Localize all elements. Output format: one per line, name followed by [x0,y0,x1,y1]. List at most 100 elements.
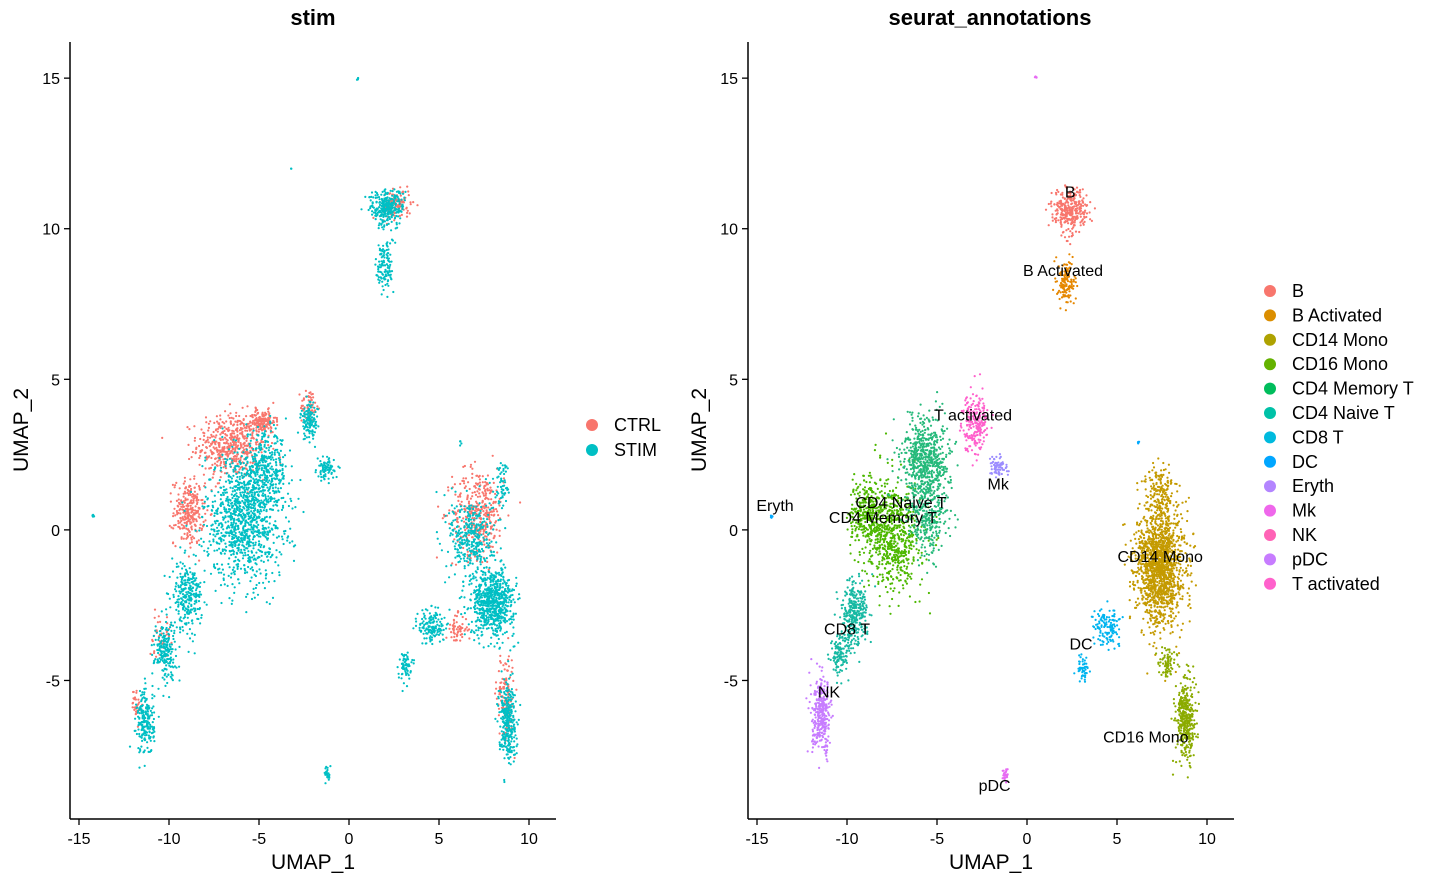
point [467,564,470,567]
point [225,434,228,437]
point [244,529,247,532]
point [472,544,475,547]
point [230,416,233,419]
point [476,557,479,560]
point [188,502,191,505]
point [335,475,338,479]
point [282,496,285,499]
point [272,458,275,461]
point [483,566,486,570]
point [205,524,209,528]
point [184,581,187,584]
point [153,730,156,733]
point [286,539,289,542]
point [222,493,225,496]
point [260,451,263,454]
point [261,494,264,497]
point [172,527,175,530]
point [172,661,175,664]
point [464,541,467,544]
point [449,532,452,535]
point [186,520,189,524]
point [252,587,255,591]
point [186,616,189,619]
point [263,420,266,424]
point [327,482,330,485]
point [475,474,478,477]
point [256,434,259,437]
point [183,532,186,536]
point [458,503,462,506]
point [260,468,263,471]
point [181,625,184,629]
point [263,545,266,548]
point [193,573,196,577]
point [174,654,178,658]
point [213,462,217,465]
point [222,460,226,464]
point [489,520,492,523]
point [511,593,514,597]
point [263,587,266,590]
point [221,453,224,456]
point [259,479,262,482]
point [190,608,194,611]
point [276,527,279,530]
point [462,553,465,556]
point [502,477,506,480]
point [406,185,409,188]
point [228,452,231,455]
point [302,425,305,428]
point [266,471,269,474]
point [178,665,181,668]
point [211,500,214,503]
point [245,486,248,489]
point [246,405,249,408]
point [453,538,456,541]
point [258,447,261,450]
point [326,455,329,458]
point [140,736,143,739]
point [268,479,271,482]
point [131,701,135,705]
point [246,461,249,464]
point [475,600,478,603]
point [179,585,182,589]
point [166,647,169,650]
point [315,424,318,427]
point [269,416,272,419]
point [467,534,471,537]
point [224,531,227,534]
point [474,486,477,489]
point [503,683,507,686]
point [229,475,232,478]
point [187,516,190,519]
point [478,528,481,531]
point [246,452,249,455]
point [271,468,275,471]
point [180,580,183,584]
point [230,542,233,545]
point [252,547,255,550]
point [259,531,262,534]
point [182,629,185,632]
point [515,582,518,585]
point [272,401,275,404]
point [265,572,268,576]
point [141,693,144,696]
point [467,500,471,503]
point [303,415,306,418]
point [154,629,157,632]
point [251,413,254,417]
point [231,504,234,507]
point [254,453,257,456]
point [265,447,268,450]
point [246,503,249,506]
point [269,508,272,511]
point [486,560,489,564]
point [461,615,464,619]
point [190,526,193,529]
point [238,507,241,511]
point [233,570,236,573]
point [495,624,499,627]
